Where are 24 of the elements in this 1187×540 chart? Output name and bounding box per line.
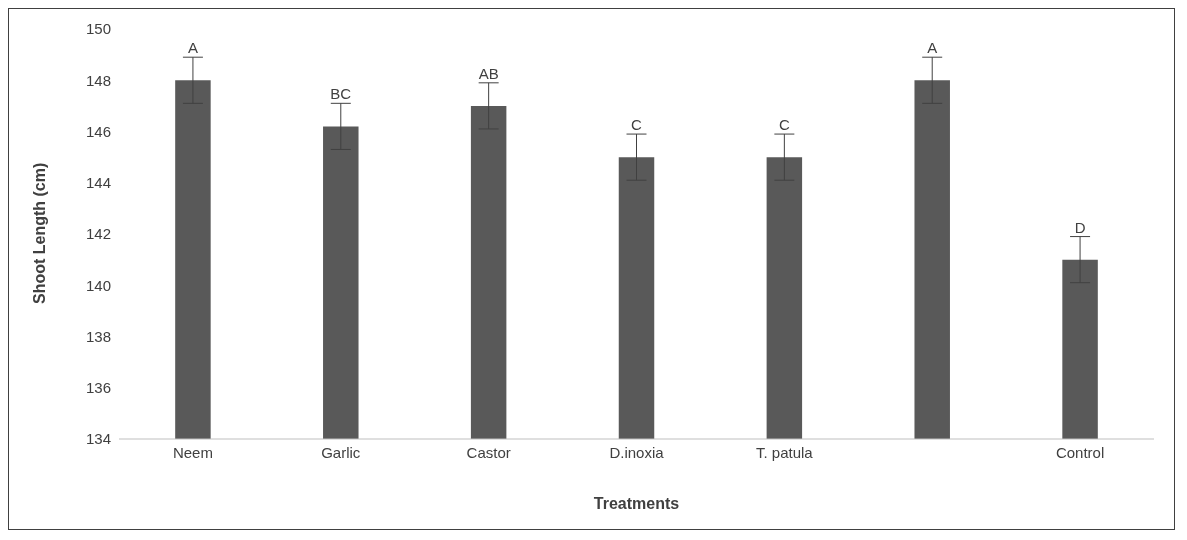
y-tick-label: 138 bbox=[85, 327, 111, 345]
y-tick-label: 150 bbox=[85, 20, 111, 38]
y-tick-label: 140 bbox=[85, 276, 111, 294]
x-tick-label: D.inoxia bbox=[609, 443, 665, 461]
y-axis-title: Shoot Length (cm) bbox=[30, 162, 48, 304]
x-tick-label: Castor bbox=[466, 443, 511, 461]
x-tick-label: Garlic bbox=[321, 443, 361, 461]
y-tick-label: 148 bbox=[85, 71, 111, 89]
y-tick-label: 142 bbox=[85, 225, 111, 243]
data-label: C bbox=[631, 116, 643, 134]
data-label: AB bbox=[478, 64, 499, 82]
data-label: BC bbox=[330, 85, 352, 103]
y-tick-label: 144 bbox=[85, 174, 111, 192]
x-axis-title: Treatments bbox=[593, 495, 680, 512]
data-label: C bbox=[778, 116, 790, 134]
data-label: D bbox=[1074, 218, 1086, 236]
data-label: A bbox=[927, 39, 938, 57]
y-tick-label: 134 bbox=[85, 430, 111, 448]
x-tick-label: Control bbox=[1055, 443, 1105, 461]
data-label: A bbox=[187, 39, 198, 57]
x-tick-label: Neem bbox=[172, 443, 213, 461]
x-tick-label: T. patula bbox=[756, 443, 814, 461]
y-tick-label: 136 bbox=[85, 379, 111, 397]
y-tick-label: 146 bbox=[85, 122, 111, 140]
